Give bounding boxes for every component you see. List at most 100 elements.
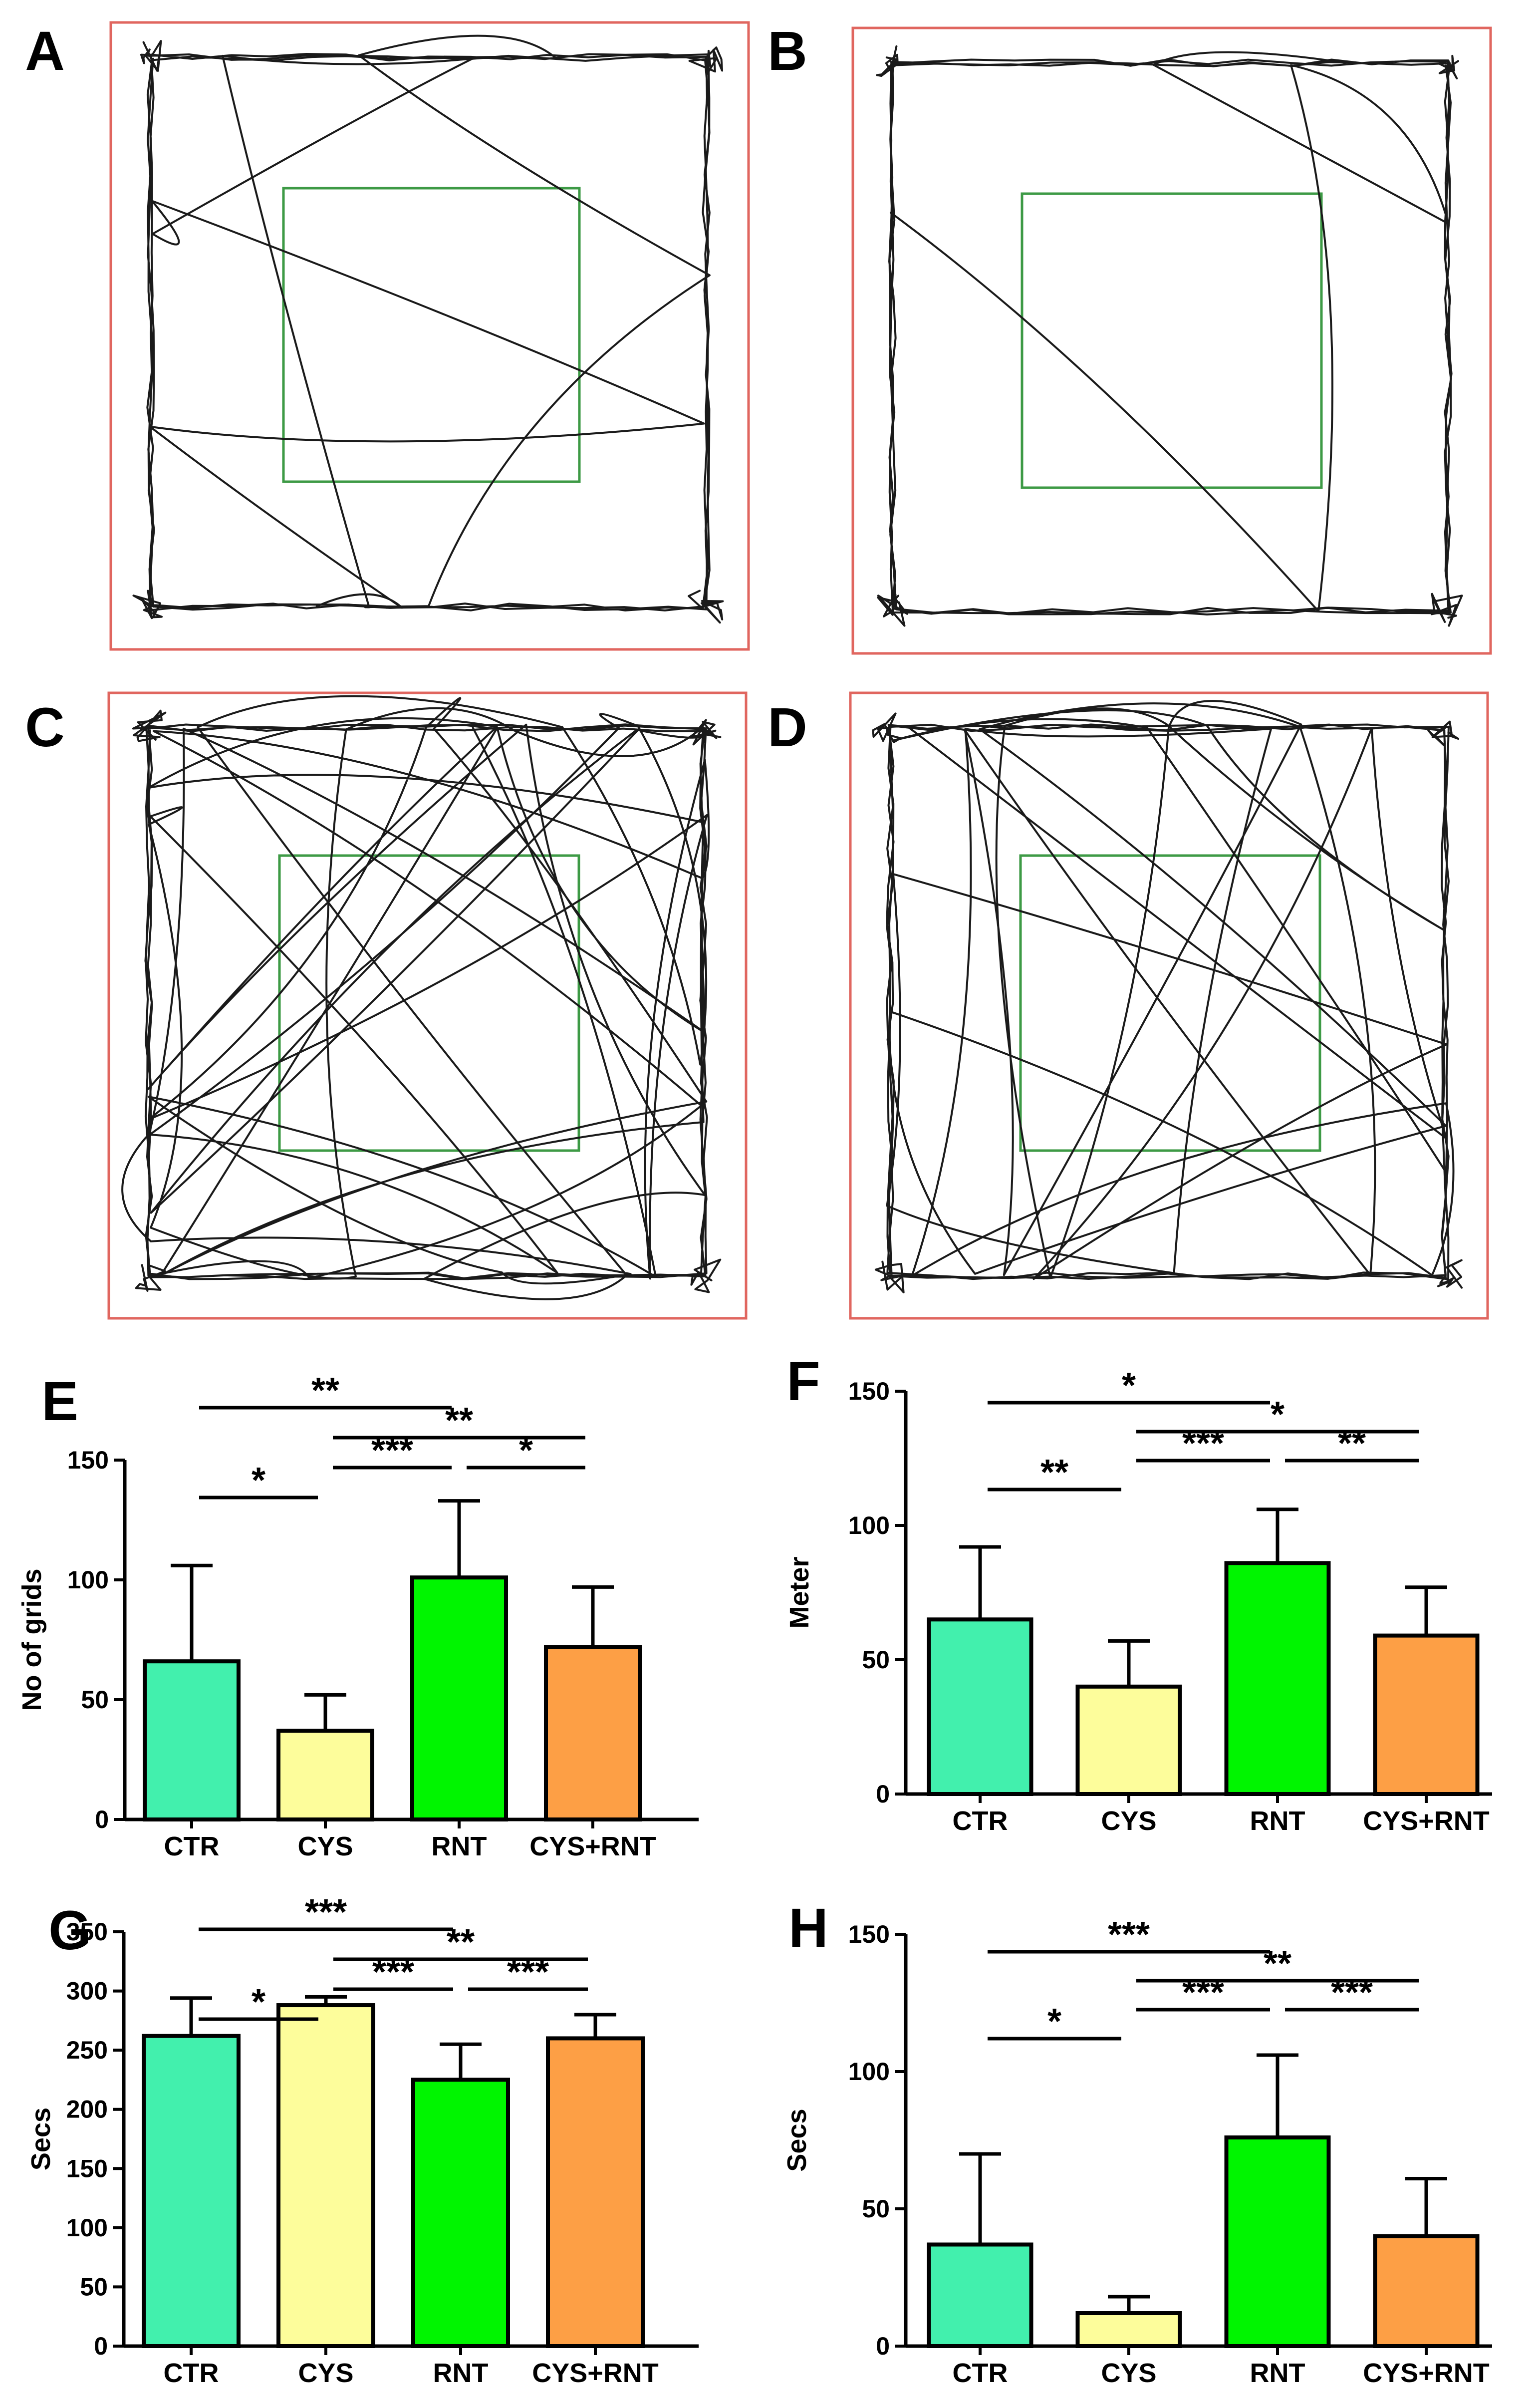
significance-label: ** (1338, 1424, 1366, 1464)
y-tick-label: 300 (66, 1977, 108, 2005)
track-panel-d: D (768, 691, 1489, 1320)
y-tick-label: 50 (81, 1686, 109, 1714)
significance-label: * (1047, 2002, 1061, 2042)
y-tick-label: 0 (876, 1780, 890, 1808)
significance-label: * (252, 1461, 265, 1501)
category-label: CTR (953, 2358, 1008, 2388)
significance-label: *** (1182, 1973, 1224, 2013)
y-axis-label: No of grids (17, 1569, 47, 1711)
y-tick-label: 250 (66, 2036, 108, 2064)
category-label: RNT (1250, 2358, 1305, 2388)
y-tick-label: 50 (80, 2273, 108, 2301)
arena-border (109, 21, 750, 651)
category-label: RNT (432, 1831, 487, 1861)
trajectory-corner (140, 40, 162, 72)
trajectory-crossings (121, 695, 710, 1300)
trajectory-corner (691, 719, 722, 746)
track-panel-b: B (768, 20, 1492, 655)
center-zone (1021, 192, 1323, 489)
bar-cys-rnt (1373, 2234, 1480, 2348)
bar-cys (276, 1729, 374, 1821)
category-label: CYS (298, 2358, 353, 2388)
trajectory-corner (874, 1260, 905, 1293)
y-axis-label: Secs (26, 2107, 56, 2170)
track-panel-c: C (25, 691, 748, 1320)
panel-label-d: D (768, 697, 807, 758)
significance-label: * (252, 1982, 265, 2022)
panel-label-b: B (768, 20, 807, 82)
category-label: RNT (433, 2358, 489, 2388)
bar-ctr (927, 2242, 1033, 2348)
bar-cys (276, 2003, 375, 2348)
y-tick-label: 100 (67, 1566, 109, 1594)
y-tick-label: 150 (848, 1920, 890, 1948)
category-label: CTR (164, 2358, 219, 2388)
y-tick-label: 100 (848, 1511, 890, 1539)
y-tick-label: 150 (66, 2154, 108, 2182)
bar-ctr (143, 1659, 241, 1821)
bar-rnt (410, 1575, 508, 1821)
bar-cys-rnt (1373, 1633, 1480, 1797)
y-tick-label: 200 (66, 2096, 108, 2123)
y-tick-label: 0 (94, 2332, 108, 2360)
bar-cys-rnt (544, 1645, 642, 1821)
bar-rnt (1224, 2135, 1331, 2348)
trajectory-corner (877, 594, 908, 627)
trajectory-corner (132, 590, 163, 619)
significance-label: ** (1264, 1944, 1291, 1984)
bar-cys (1075, 1684, 1182, 1797)
category-label: CTR (164, 1831, 220, 1861)
significance-label: ** (445, 1401, 473, 1441)
center-zone (282, 187, 581, 483)
y-axis-label: Secs (782, 2108, 812, 2171)
panel-label-e: E (41, 1371, 78, 1432)
category-label: CYS+RNT (1363, 1806, 1490, 1836)
category-label: CYS (1101, 1806, 1156, 1836)
significance-label: * (1122, 1366, 1136, 1406)
arena-border (107, 691, 748, 1320)
category-label: RNT (1250, 1806, 1305, 1836)
trajectory-corner (688, 46, 724, 75)
trajectory-corner (872, 712, 902, 743)
significance-label: ** (1040, 1453, 1068, 1493)
significance-label: *** (1108, 1915, 1150, 1955)
y-tick-label: 150 (67, 1446, 109, 1474)
y-tick-label: 0 (95, 1806, 109, 1833)
bar-ctr (927, 1617, 1033, 1797)
panel-label-g: G (48, 1900, 91, 1961)
bar-rnt (1224, 1561, 1331, 1797)
significance-label: *** (1331, 1973, 1373, 2013)
significance-label: *** (305, 1892, 347, 1932)
trajectory-crossings (149, 34, 711, 609)
y-tick-label: 50 (862, 1646, 890, 1674)
trajectory-corner (688, 590, 724, 624)
y-tick-label: 0 (876, 2332, 890, 2360)
y-tick-label: 150 (848, 1377, 890, 1405)
arena-border (849, 691, 1489, 1320)
significance-label: *** (1182, 1424, 1224, 1464)
category-label: CTR (953, 1806, 1008, 1836)
trajectory-corner (876, 45, 899, 77)
significance-label: ** (311, 1371, 339, 1411)
y-tick-label: 100 (66, 2214, 108, 2242)
y-tick-label: 100 (848, 2058, 890, 2086)
track-panel-a: A (25, 20, 750, 651)
center-zone (1019, 854, 1321, 1152)
trajectory-corner (132, 709, 167, 742)
significance-label: * (1271, 1395, 1284, 1435)
y-tick-label: 350 (66, 1918, 108, 1946)
trajectory-perimeter (144, 723, 708, 1280)
panel-label-f: F (786, 1351, 820, 1412)
y-axis-label: Meter (784, 1556, 814, 1628)
category-label: CYS (297, 1831, 353, 1861)
trajectory-corner (1437, 1259, 1463, 1289)
bar-chart-g: G 0 50 100 150 200 250 300 350 Secs CTR CYS RNT CYS+R… (26, 1892, 699, 2388)
panel-label-a: A (25, 20, 64, 82)
category-label: CYS+RNT (1363, 2358, 1490, 2388)
trajectory-corner (1427, 720, 1460, 746)
trajectory-crossings (886, 700, 1455, 1280)
